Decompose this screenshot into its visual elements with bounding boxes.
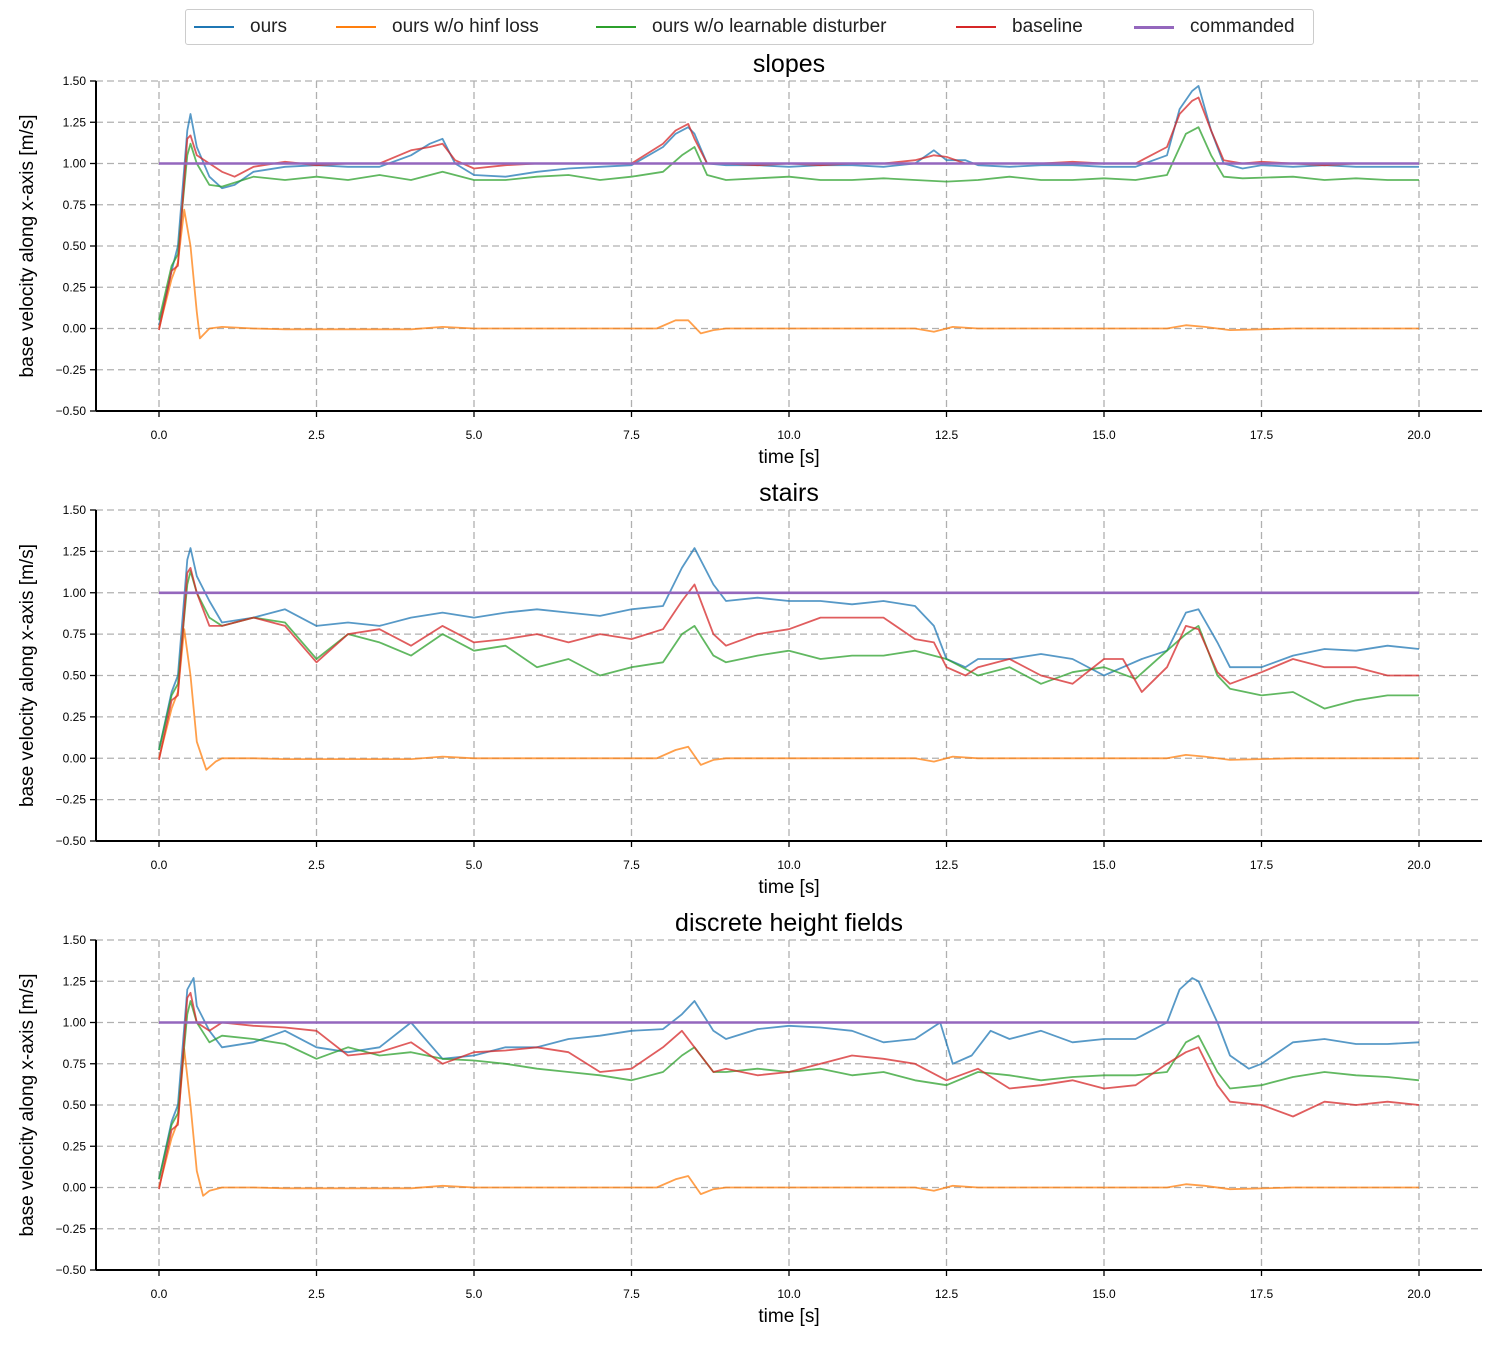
y-tick-label: 0.00 — [63, 1181, 87, 1195]
chart-title: discrete height fields — [675, 909, 903, 937]
x-tick-label: 7.5 — [623, 1287, 640, 1301]
series-group — [158, 977, 1420, 1197]
y-tick-label: 0.25 — [63, 710, 87, 724]
x-tick-label: 5.0 — [466, 428, 483, 442]
legend-item-ours-wo-hinf-loss: ours w/o hinf loss — [336, 10, 539, 44]
y-axis-label: base velocity along x-axis [m/s] — [17, 544, 38, 807]
series-ours-w-o-learnable-disturber — [158, 1000, 1420, 1180]
legend-label-ours: ours — [250, 16, 287, 37]
series-ours-w-o-learnable-disturber — [158, 126, 1419, 321]
x-tick-label: 20.0 — [1407, 428, 1431, 442]
series-ours-w-o-hinf-loss — [158, 208, 1419, 340]
legend-label-commanded: commanded — [1190, 16, 1295, 37]
y-tick-label: 1.25 — [63, 544, 87, 558]
grid — [96, 939, 1482, 1271]
grid — [96, 80, 1482, 412]
series-baseline — [158, 567, 1419, 761]
x-tick-label: 17.5 — [1250, 428, 1274, 442]
x-tick-label: 5.0 — [466, 858, 483, 872]
x-tick-label: 0.0 — [151, 428, 168, 442]
legend-swatch-ours-wo-hinf-loss — [336, 26, 376, 28]
legend-item-ours-wo-learnable-disturber: ours w/o learnable disturber — [596, 10, 886, 44]
x-tick-label: 12.5 — [935, 1287, 959, 1301]
chart-title: stairs — [759, 479, 819, 507]
y-tick-label: 0.00 — [63, 322, 87, 336]
y-tick-label: 1.25 — [63, 974, 87, 988]
series-ours — [158, 977, 1420, 1180]
legend-swatch-ours — [194, 26, 234, 28]
y-tick-label: 0.75 — [63, 1057, 87, 1071]
x-tick-label: 10.0 — [777, 428, 801, 442]
y-tick-label: 1.50 — [63, 503, 87, 517]
y-tick-label: 0.50 — [63, 669, 87, 683]
x-tick-label: 12.5 — [935, 858, 959, 872]
x-axis-label: time [s] — [758, 447, 819, 468]
y-tick-label: 1.50 — [63, 74, 87, 88]
legend-item-baseline: baseline — [956, 10, 1083, 44]
y-tick-label: −0.25 — [56, 363, 87, 377]
y-tick-label: −0.50 — [56, 834, 87, 848]
series-baseline — [158, 991, 1420, 1190]
legend-swatch-ours-wo-learnable-disturber — [596, 26, 636, 28]
x-tick-label: 17.5 — [1250, 1287, 1274, 1301]
x-tick-label: 15.0 — [1092, 1287, 1116, 1301]
y-tick-label: 0.50 — [63, 239, 87, 253]
series-ours-w-o-hinf-loss — [158, 628, 1419, 771]
x-tick-label: 12.5 — [935, 428, 959, 442]
y-tick-label: 0.75 — [63, 198, 87, 212]
legend-swatch-commanded — [1134, 25, 1174, 29]
y-tick-label: 0.50 — [63, 1098, 87, 1112]
x-tick-label: 7.5 — [623, 428, 640, 442]
panel-stairs: 0.0 2.5 5.0 7.5 10.0 12.5 15.0 17.5 20.0 −0.50 −0.… — [17, 479, 1482, 898]
y-tick-label: 0.00 — [63, 751, 87, 765]
y-tick-label: −0.50 — [56, 1263, 87, 1277]
y-tick-label: 0.25 — [63, 1139, 87, 1153]
legend-label-ours-wo-learnable-disturber: ours w/o learnable disturber — [652, 16, 887, 37]
y-axis-label: base velocity along x-axis [m/s] — [17, 115, 38, 378]
panel-discrete-height-fields: 0.0 2.5 5.0 7.5 10.0 12.5 15.0 17.5 20.0 −0.50 −0.… — [17, 909, 1482, 1327]
x-tick-label: 7.5 — [623, 858, 640, 872]
series-group — [158, 85, 1419, 340]
y-tick-label: 1.00 — [63, 157, 87, 171]
x-tick-label: 10.0 — [777, 1287, 801, 1301]
chart-title: slopes — [753, 50, 825, 78]
y-tick-label: 0.75 — [63, 627, 87, 641]
x-tick-label: 2.5 — [308, 858, 325, 872]
x-axis-label: time [s] — [758, 877, 819, 898]
grid — [96, 509, 1482, 842]
x-tick-label: 2.5 — [308, 1287, 325, 1301]
x-tick-label: 20.0 — [1407, 1287, 1431, 1301]
x-tick-label: 15.0 — [1092, 428, 1116, 442]
y-tick-label: 0.25 — [63, 280, 87, 294]
y-axis-label: base velocity along x-axis [m/s] — [17, 974, 38, 1237]
y-tick-label: 1.00 — [63, 586, 87, 600]
legend-item-commanded: commanded — [1134, 10, 1295, 44]
y-tick-label: −0.25 — [56, 1222, 87, 1236]
x-tick-label: 0.0 — [151, 1287, 168, 1301]
x-tick-label: 2.5 — [308, 428, 325, 442]
legend-label-baseline: baseline — [1012, 16, 1083, 37]
panel-slopes: 0.0 2.5 5.0 7.5 10.0 12.5 15.0 17.5 20.0 −0.50 −0.… — [17, 50, 1482, 468]
x-tick-label: 17.5 — [1250, 858, 1274, 872]
y-tick-label: 1.00 — [63, 1016, 87, 1030]
y-tick-label: −0.25 — [56, 793, 87, 807]
legend-label-ours-wo-hinf-loss: ours w/o hinf loss — [392, 16, 539, 37]
legend-swatch-baseline — [956, 26, 996, 28]
y-tick-label: 1.50 — [63, 933, 87, 947]
series-ours — [158, 547, 1420, 751]
x-axis-label: time [s] — [758, 1306, 819, 1327]
y-tick-label: 1.25 — [63, 115, 87, 129]
x-tick-label: 15.0 — [1092, 858, 1116, 872]
x-tick-label: 0.0 — [151, 858, 168, 872]
series-group — [158, 547, 1420, 771]
x-tick-label: 10.0 — [777, 858, 801, 872]
x-tick-label: 20.0 — [1407, 858, 1431, 872]
y-tick-label: −0.50 — [56, 404, 87, 418]
x-tick-label: 5.0 — [466, 1287, 483, 1301]
legend-item-ours: ours — [194, 10, 287, 44]
legend: ours ours w/o hinf loss ours w/o learnab… — [185, 9, 1314, 45]
series-ours-w-o-hinf-loss — [158, 1048, 1419, 1197]
